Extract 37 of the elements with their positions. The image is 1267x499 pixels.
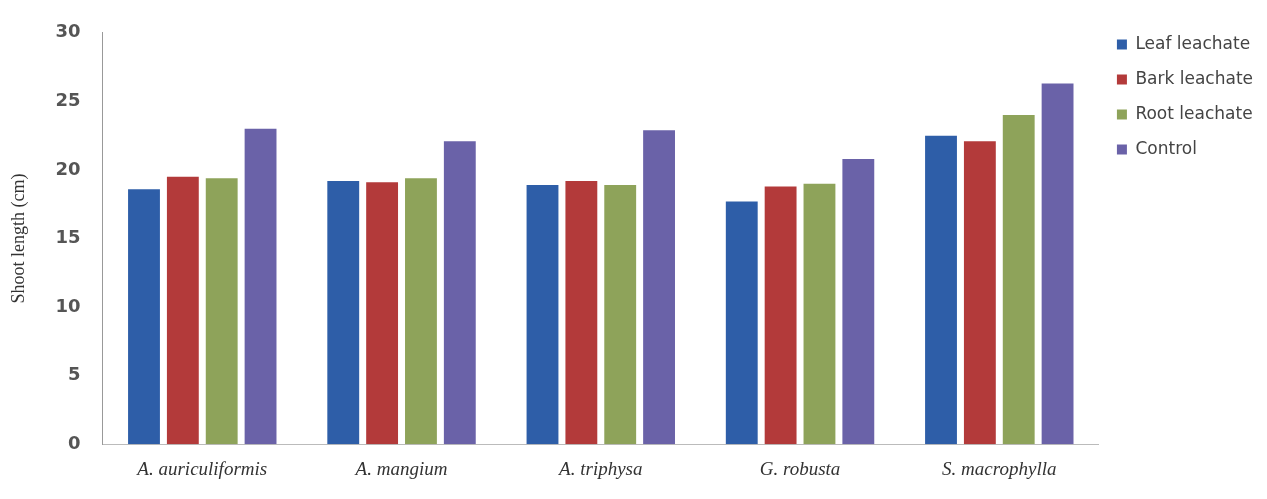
bar: [166, 176, 199, 445]
y-tick-label: 25: [55, 89, 81, 111]
x-tick-label: A. mangium: [353, 457, 448, 479]
bar: [604, 185, 637, 445]
bar: [565, 180, 598, 445]
bar: [725, 201, 758, 445]
x-tick-label: S. macrophylla: [942, 457, 1057, 479]
bar: [128, 189, 160, 445]
x-tick-label: A. triphysa: [557, 457, 643, 479]
x-tick-label: A. auriculiformis: [135, 457, 268, 479]
bar: [643, 130, 675, 445]
y-axis-title: Shoot length (cm): [7, 173, 29, 304]
bar: [244, 128, 277, 445]
bar: [327, 180, 360, 445]
legend-label: Bark leachate: [1135, 67, 1254, 88]
bar: [925, 135, 957, 445]
y-tick-label: 20: [55, 157, 81, 179]
x-tick-label: G. robusta: [759, 457, 841, 479]
y-tick-label: 5: [68, 363, 81, 385]
bar: [205, 178, 238, 445]
y-tick-label: 15: [55, 226, 81, 248]
bar: [526, 185, 559, 445]
y-tick-label: 30: [55, 20, 81, 42]
bar: [1041, 83, 1074, 445]
legend-label: Control: [1135, 137, 1197, 158]
bar: [842, 158, 875, 445]
y-tick-label: 0: [68, 431, 81, 453]
y-tick-label: 10: [55, 294, 81, 316]
legend-label: Leaf leachate: [1135, 32, 1251, 53]
bar: [803, 183, 836, 445]
bar: [764, 186, 797, 445]
bar: [366, 182, 399, 445]
bar: [443, 141, 476, 445]
bar: [1002, 115, 1035, 445]
legend-label: Root leachate: [1135, 102, 1253, 123]
bar: [963, 141, 996, 445]
bar: [405, 178, 437, 445]
